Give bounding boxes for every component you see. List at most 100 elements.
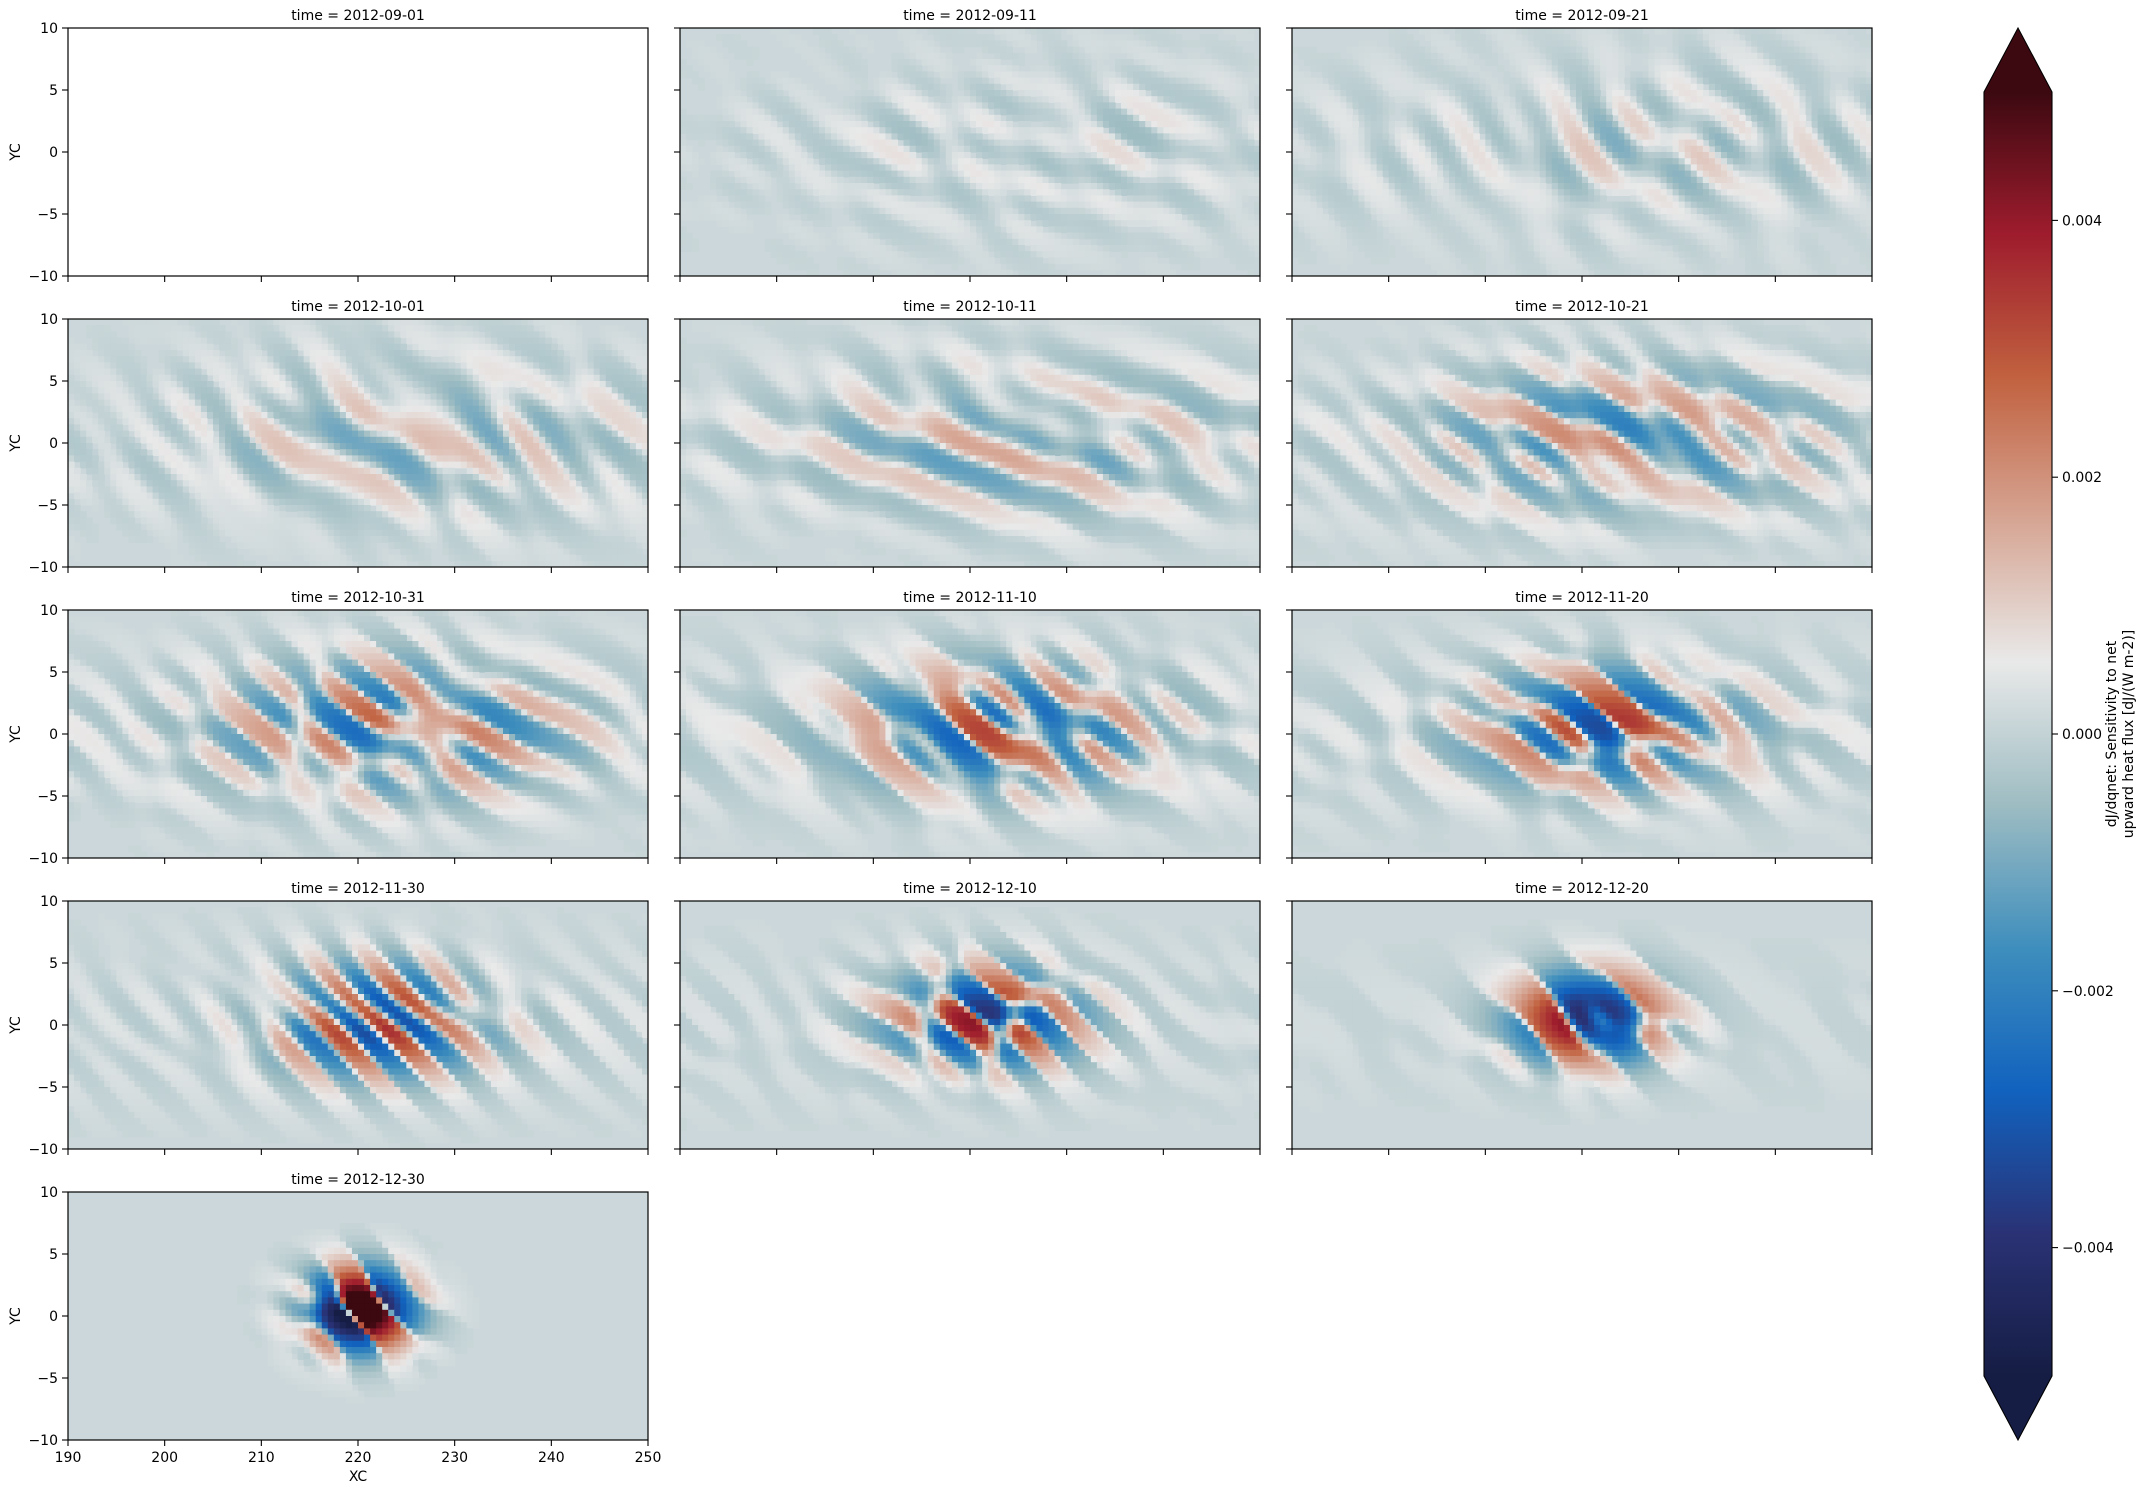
heatmap-cell [1835, 121, 1843, 128]
heatmap-cell [1078, 176, 1086, 184]
heatmap-cell [782, 133, 790, 141]
heatmap-cell [1217, 77, 1225, 85]
heatmap-cell [1084, 102, 1092, 110]
heatmap-cell [1211, 189, 1219, 196]
heatmap-cell [1455, 102, 1462, 110]
heatmap-cell [698, 214, 705, 221]
heatmap-cell [1600, 77, 1607, 85]
heatmap-cell [1139, 220, 1146, 227]
heatmap-cell [1618, 77, 1625, 85]
heatmap-cell [794, 195, 802, 203]
heatmap-cell [988, 121, 995, 128]
heatmap-cell [1102, 102, 1110, 110]
heatmap-cell [1000, 170, 1007, 178]
heatmap-cell [1229, 127, 1237, 134]
heatmap-cell [1539, 77, 1547, 85]
heatmap-cell [909, 108, 917, 116]
heatmap-cell [698, 195, 705, 203]
heatmap-cell [1108, 90, 1116, 97]
heatmap-cell [891, 238, 899, 246]
heatmap-cell [1096, 34, 1104, 41]
heatmap-cell [1503, 77, 1511, 85]
heatmap-cell [1455, 71, 1462, 79]
heatmap-cell [927, 121, 935, 128]
heatmap-cell [921, 102, 929, 110]
heatmap-cell [1139, 108, 1146, 116]
heatmap-cell [1054, 40, 1062, 48]
heatmap-cell [1443, 121, 1450, 128]
heatmap-cell [1169, 245, 1177, 252]
heatmap-cell [680, 158, 687, 165]
heatmap-cell [1199, 207, 1207, 215]
heatmap-cell [1370, 139, 1378, 147]
heatmap-cell [716, 102, 723, 110]
heatmap-cell [1545, 127, 1553, 134]
heatmap-cell [1503, 108, 1511, 116]
heatmap-cell [1139, 46, 1146, 54]
heatmap-cell [1690, 114, 1698, 122]
heatmap-cell [1388, 127, 1396, 134]
heatmap-cell [1714, 46, 1722, 54]
heatmap-cell [1563, 127, 1571, 134]
heatmap-cell [945, 59, 953, 66]
heatmap-cell [1157, 102, 1164, 110]
heatmap-cell [1157, 207, 1164, 215]
heatmap-cell [1636, 121, 1644, 128]
heatmap-cell [1340, 158, 1347, 165]
heatmap-cell [945, 65, 953, 72]
heatmap-cell [1205, 121, 1213, 128]
heatmap-cell [764, 102, 772, 110]
heatmap-cell [1859, 40, 1867, 48]
heatmap-cell [1678, 102, 1686, 110]
heatmap-cell [897, 214, 905, 221]
heatmap-cell [1036, 257, 1044, 265]
heatmap-cell [1443, 133, 1450, 141]
heatmap-cell [1304, 108, 1311, 116]
heatmap-cell [1018, 127, 1025, 134]
heatmap-cell [885, 189, 893, 196]
heatmap-cell [994, 65, 1001, 72]
heatmap-cell [1352, 152, 1360, 159]
heatmap-cell [1139, 114, 1146, 122]
heatmap-cell [1235, 257, 1243, 265]
heatmap-cell [1672, 34, 1680, 41]
heatmap-cell [915, 238, 923, 246]
heatmap-cell [1157, 114, 1164, 122]
heatmap-cell [1247, 127, 1255, 134]
heatmap-cell [1648, 108, 1656, 116]
heatmap-cell [806, 183, 814, 190]
heatmap-cell [1181, 176, 1189, 184]
heatmap-cell [861, 127, 868, 134]
heatmap-cell [1606, 164, 1613, 172]
heatmap-cell [1157, 71, 1164, 79]
heatmap-cell [818, 40, 826, 48]
heatmap-cell [1054, 189, 1062, 196]
heatmap-cell [1503, 145, 1511, 153]
heatmap-cell [1690, 52, 1698, 60]
panel-2012-09-11: time = 2012-09-11 [674, 8, 1261, 282]
heatmap-cell [849, 214, 856, 221]
heatmap-cell [1030, 170, 1038, 178]
heatmap-cell [686, 65, 693, 72]
heatmap-cell [1163, 145, 1170, 153]
heatmap-cell [1229, 195, 1237, 203]
heatmap-cell [897, 251, 905, 258]
heatmap-cell [1479, 152, 1486, 159]
heatmap-cell [982, 65, 989, 72]
heatmap-cell [782, 108, 790, 116]
heatmap-cell [818, 170, 826, 178]
heatmap-cell [1108, 96, 1116, 103]
heatmap-cell [1406, 133, 1414, 141]
heatmap-cell [1781, 65, 1789, 72]
heatmap-cell [1096, 102, 1104, 110]
heatmap-cell [1084, 65, 1092, 72]
heatmap-cell [1612, 133, 1619, 141]
heatmap-cell [1193, 152, 1201, 159]
heatmap-cell [1588, 52, 1595, 60]
heatmap-cell [994, 90, 1001, 97]
heatmap-cell [740, 201, 748, 209]
heatmap-cell [1187, 207, 1195, 215]
heatmap-cell [1229, 189, 1237, 196]
heatmap-cell [1169, 238, 1177, 246]
heatmap-cell [1847, 139, 1855, 147]
